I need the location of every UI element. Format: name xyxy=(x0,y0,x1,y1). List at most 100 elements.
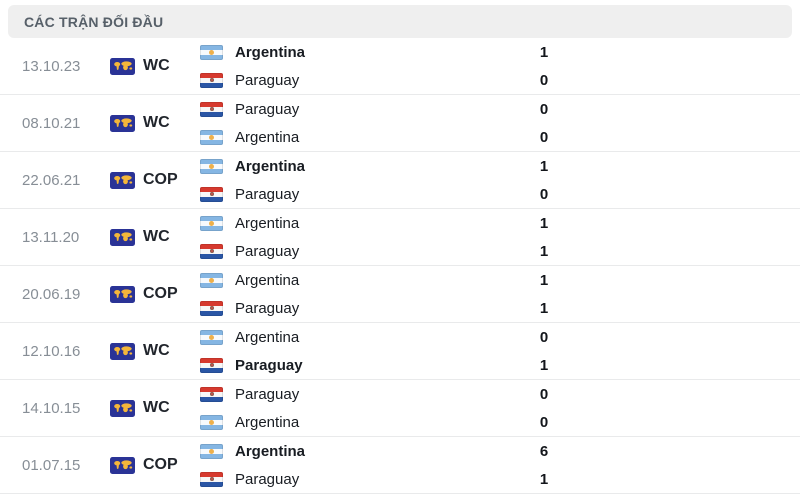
team-name: Paraguay xyxy=(235,385,300,403)
competition-label: WC xyxy=(143,342,170,359)
team-line-home: Argentina 0 xyxy=(200,323,564,351)
competition-label: COP xyxy=(143,456,178,473)
competition-label: WC xyxy=(143,57,170,74)
team-score: 1 xyxy=(539,299,549,317)
team-line-home: Argentina 6 xyxy=(200,437,564,465)
teams: Argentina 1 Paraguay 1 xyxy=(200,266,564,322)
team-flag-icon xyxy=(200,243,223,259)
competition: WC xyxy=(110,323,170,379)
team-score: 1 xyxy=(539,356,549,374)
match-row: 22.06.21 COP Argentina 1 Paraguay 0 xyxy=(0,152,800,209)
competition-label: COP xyxy=(143,171,178,188)
team-flag-icon xyxy=(200,272,223,288)
competition: WC xyxy=(110,95,170,151)
teams: Argentina 1 Paraguay 1 xyxy=(200,209,564,265)
team-flag-icon xyxy=(200,158,223,174)
section-header: CÁC TRẬN ĐỐI ĐẦU xyxy=(8,5,792,38)
team-flag-icon xyxy=(200,329,223,345)
team-line-home: Paraguay 0 xyxy=(200,380,564,408)
world-map-badge-icon xyxy=(110,342,135,360)
section-title: CÁC TRẬN ĐỐI ĐẦU xyxy=(24,13,164,30)
team-name: Argentina xyxy=(235,271,300,289)
match-row: 20.06.19 COP Argentina 1 Paraguay 1 xyxy=(0,266,800,323)
competition: WC xyxy=(110,209,170,265)
team-score: 0 xyxy=(539,413,549,431)
team-flag-icon xyxy=(200,443,223,459)
team-score: 1 xyxy=(539,214,549,232)
world-map-badge-icon xyxy=(110,171,135,189)
team-score: 0 xyxy=(539,328,549,346)
team-name: Argentina xyxy=(235,214,300,232)
team-name: Paraguay xyxy=(235,100,300,118)
teams: Argentina 1 Paraguay 0 xyxy=(200,152,564,208)
match-row: 08.10.21 WC Paraguay 0 Argentina 0 xyxy=(0,95,800,152)
match-date: 22.06.21 xyxy=(22,171,81,189)
teams: Argentina 6 Paraguay 1 xyxy=(200,437,564,493)
match-row: 13.11.20 WC Argentina 1 Paraguay 1 xyxy=(0,209,800,266)
team-score: 0 xyxy=(539,385,549,403)
team-line-away: Paraguay 1 xyxy=(200,351,564,379)
team-flag-icon xyxy=(200,215,223,231)
team-line-home: Argentina 1 xyxy=(200,152,564,180)
team-name: Argentina xyxy=(235,442,306,460)
competition: WC xyxy=(110,380,170,436)
team-flag-icon xyxy=(200,471,223,487)
team-flag-icon xyxy=(200,44,223,60)
competition-label: WC xyxy=(143,114,170,131)
team-name: Paraguay xyxy=(235,470,300,488)
competition-label: WC xyxy=(143,399,170,416)
world-map-badge-icon xyxy=(110,57,135,75)
teams: Paraguay 0 Argentina 0 xyxy=(200,380,564,436)
teams: Argentina 1 Paraguay 0 xyxy=(200,38,564,94)
team-line-home: Argentina 1 xyxy=(200,266,564,294)
match-date: 13.11.20 xyxy=(22,228,80,246)
team-name: Argentina xyxy=(235,128,300,146)
world-map-badge-icon xyxy=(110,399,135,417)
team-line-away: Paraguay 1 xyxy=(200,465,564,493)
team-flag-icon xyxy=(200,414,223,430)
match-list: 13.10.23 WC Argentina 1 Paraguay 0 xyxy=(0,38,800,494)
team-name: Paraguay xyxy=(235,356,303,374)
team-score: 1 xyxy=(539,242,549,260)
competition: COP xyxy=(110,437,178,493)
match-date: 01.07.15 xyxy=(22,456,81,474)
match-row: 13.10.23 WC Argentina 1 Paraguay 0 xyxy=(0,38,800,95)
competition: COP xyxy=(110,266,178,322)
team-score: 6 xyxy=(539,442,549,460)
team-score: 0 xyxy=(539,185,549,203)
team-line-away: Paraguay 0 xyxy=(200,66,564,94)
team-score: 0 xyxy=(539,71,549,89)
team-flag-icon xyxy=(200,300,223,316)
team-score: 1 xyxy=(539,43,549,61)
team-flag-icon xyxy=(200,129,223,145)
team-name: Argentina xyxy=(235,43,306,61)
team-line-away: Paraguay 0 xyxy=(200,180,564,208)
team-line-away: Argentina 0 xyxy=(200,408,564,436)
team-name: Paraguay xyxy=(235,242,300,260)
match-date: 13.10.23 xyxy=(22,57,81,75)
team-score: 0 xyxy=(539,128,549,146)
match-row: 12.10.16 WC Argentina 0 Paraguay 1 xyxy=(0,323,800,380)
world-map-badge-icon xyxy=(110,114,135,132)
team-score: 1 xyxy=(539,157,549,175)
competition-label: WC xyxy=(143,228,170,245)
team-flag-icon xyxy=(200,386,223,402)
team-line-away: Argentina 0 xyxy=(200,123,564,151)
team-flag-icon xyxy=(200,101,223,117)
teams: Argentina 0 Paraguay 1 xyxy=(200,323,564,379)
team-flag-icon xyxy=(200,357,223,373)
world-map-badge-icon xyxy=(110,285,135,303)
team-line-home: Paraguay 0 xyxy=(200,95,564,123)
competition: COP xyxy=(110,152,178,208)
team-line-home: Argentina 1 xyxy=(200,38,564,66)
team-score: 1 xyxy=(539,470,549,488)
team-line-home: Argentina 1 xyxy=(200,209,564,237)
world-map-badge-icon xyxy=(110,228,135,246)
team-flag-icon xyxy=(200,72,223,88)
team-name: Argentina xyxy=(235,157,306,175)
team-name: Paraguay xyxy=(235,299,300,317)
team-name: Paraguay xyxy=(235,185,300,203)
competition-label: COP xyxy=(143,285,178,302)
team-name: Paraguay xyxy=(235,71,300,89)
team-score: 1 xyxy=(539,271,549,289)
